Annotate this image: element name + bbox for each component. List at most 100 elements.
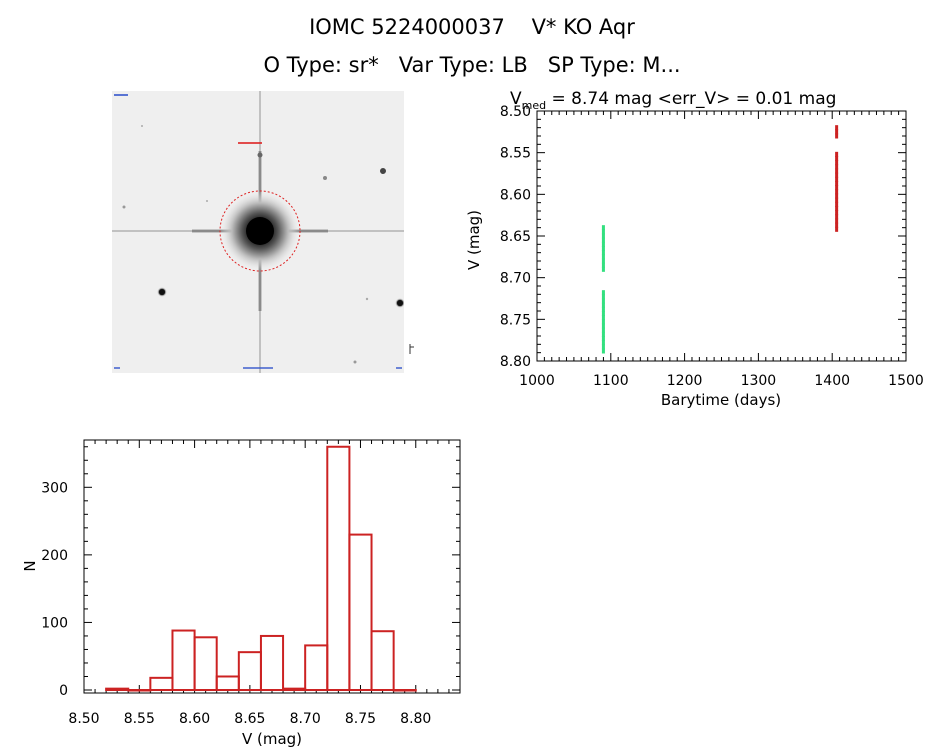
light-curve-point — [601, 266, 605, 272]
light-curve-point — [601, 241, 605, 247]
light-curve-point — [835, 151, 839, 157]
light-curve-point — [601, 258, 605, 264]
light-curve-point — [601, 344, 605, 350]
light-curve-point — [601, 262, 605, 268]
light-curve-point — [601, 290, 605, 296]
x-tick-label: 8.60 — [179, 711, 210, 727]
histogram-bar — [392, 689, 417, 692]
histogram-bar — [105, 687, 130, 692]
light-curve-point — [835, 156, 839, 161]
light-curve-point — [835, 201, 839, 207]
light-curve-point — [601, 229, 605, 235]
light-curve-point — [601, 233, 605, 239]
light-curve-point — [601, 237, 605, 243]
x-tick-label: 8.50 — [68, 711, 99, 727]
light-curve-point — [601, 319, 605, 325]
x-tick-label: 1200 — [667, 373, 703, 389]
y-tick-label: 0 — [59, 683, 68, 699]
light-curve-point — [601, 250, 605, 256]
y-tick-label: 8.75 — [500, 312, 531, 328]
x-tick-label: 1300 — [741, 373, 777, 389]
light-curve-point — [835, 189, 839, 195]
light-curve-point — [601, 336, 605, 341]
histogram-bar — [304, 644, 329, 692]
light-curve-point — [601, 348, 605, 354]
light-curve-point — [835, 222, 839, 228]
light-curve-chart: Vmed = 8.74 mag <err_V> = 0.01 mag 1000 1… — [465, 89, 924, 409]
histogram-bar — [282, 687, 307, 692]
y-tick-label: 200 — [41, 548, 68, 564]
histogram-xlabel: V (mag) — [242, 730, 302, 747]
light-curve-point — [835, 164, 839, 170]
histogram-bar — [149, 676, 174, 692]
light-curve-point — [835, 181, 839, 186]
x-tick-label: 8.55 — [124, 711, 155, 727]
orientation-icon — [409, 344, 414, 354]
light-curve-xlabel: Barytime (days) — [661, 391, 781, 409]
histogram-frame — [83, 439, 461, 694]
light-curve-point — [601, 323, 605, 329]
light-curve-point — [601, 306, 605, 312]
histogram-bar — [171, 629, 196, 692]
light-curve-point — [601, 331, 605, 337]
x-tick-label: 8.65 — [234, 711, 265, 727]
histogram-bar — [193, 636, 218, 692]
light-curve-title: Vmed = 8.74 mag <err_V> = 0.01 mag — [510, 89, 836, 112]
y-tick-label: 8.55 — [500, 146, 531, 162]
light-curve-point — [601, 294, 605, 300]
light-curve-point — [601, 311, 605, 316]
light-curve-point — [835, 125, 839, 131]
light-curve-point — [601, 315, 605, 321]
y-tick-label: 8.50 — [500, 104, 531, 120]
histogram-ylabel: N — [21, 560, 39, 571]
light-curve-point — [835, 197, 839, 203]
light-curve-point — [601, 246, 605, 251]
histogram-bar — [348, 533, 373, 692]
y-tick-label: 300 — [41, 480, 68, 496]
light-curve-point — [835, 176, 839, 182]
star-field-icon — [112, 91, 405, 373]
x-tick-label: 8.70 — [290, 711, 321, 727]
light-curve-ylabel: V (mag) — [465, 210, 483, 270]
y-tick-label: 100 — [41, 615, 68, 631]
light-curve-point — [835, 133, 839, 139]
histogram-bar — [127, 689, 152, 692]
light-curve-point — [601, 327, 605, 333]
x-tick-label: 1400 — [814, 373, 850, 389]
y-tick-label: 8.80 — [500, 354, 531, 370]
x-tick-label: 8.75 — [345, 711, 376, 727]
light-curve-point — [601, 298, 605, 304]
histogram-bar — [237, 651, 262, 691]
light-curve-point — [601, 340, 605, 346]
light-curve-frame — [536, 110, 907, 362]
y-tick-label: 8.60 — [500, 187, 531, 203]
light-curve-point — [835, 172, 839, 178]
y-tick-label: 8.65 — [500, 229, 531, 245]
light-curve-point — [835, 185, 839, 191]
y-tick-label: 8.70 — [500, 271, 531, 287]
light-curve-point — [601, 302, 605, 308]
histogram-bar — [215, 675, 240, 691]
light-curve-point — [835, 206, 839, 211]
histogram-bar — [259, 634, 285, 692]
light-curve-point — [835, 129, 839, 135]
light-curve-point — [601, 225, 605, 231]
star-field-image — [112, 91, 405, 373]
light-curve-point — [835, 168, 839, 174]
light-curve-point — [835, 160, 839, 166]
histogram-bar — [370, 630, 395, 691]
x-tick-label: 1100 — [593, 373, 629, 389]
light-curve-point — [835, 193, 839, 199]
x-tick-label: 1500 — [888, 373, 924, 389]
light-curve-point — [601, 254, 605, 260]
light-curve-point — [835, 214, 839, 220]
page-title: IOMC 5224000037 V* KO Aqr — [309, 15, 635, 39]
light-curve-point — [835, 218, 839, 224]
page-subtitle: O Type: sr* Var Type: LB SP Type: M... — [263, 53, 681, 77]
x-tick-label: 1000 — [519, 373, 555, 389]
histogram-chart: 8.50 8.55 8.60 8.65 8.70 8.75 8.80 0 100 200 300 V… — [21, 439, 461, 747]
x-tick-label: 8.80 — [400, 711, 431, 727]
histogram-bar — [326, 445, 351, 691]
light-curve-point — [835, 210, 839, 216]
light-curve-point — [835, 226, 839, 232]
